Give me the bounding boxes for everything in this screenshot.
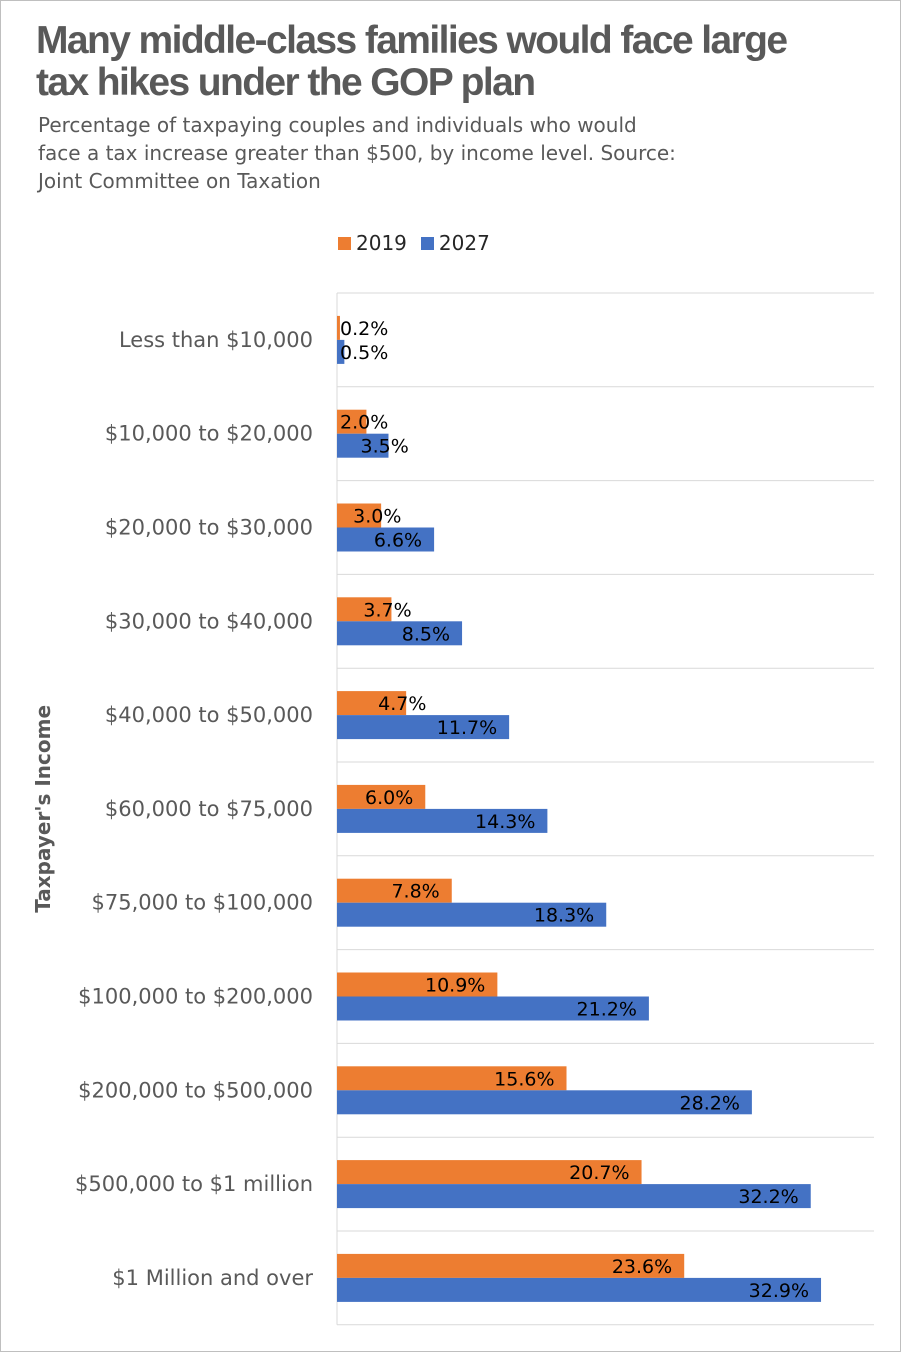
data-label-2027: 28.2% [680,1092,740,1114]
data-label-2027: 6.6% [374,530,422,552]
y-axis-title: Taxpayer's Income [31,705,55,913]
data-label-2027: 0.5% [340,342,388,364]
category-label: $30,000 to $40,000 [105,609,313,633]
category-label: $200,000 to $500,000 [78,1078,313,1102]
data-label-2027: 8.5% [402,623,450,645]
data-label-2027: 32.9% [749,1280,809,1302]
category-label: $20,000 to $30,000 [105,516,313,540]
category-label: $10,000 to $20,000 [105,422,313,446]
data-label-2027: 21.2% [577,999,637,1021]
category-label: $500,000 to $1 million [75,1172,313,1196]
category-label: Less than $10,000 [119,328,313,352]
data-label-2019: 15.6% [494,1068,554,1090]
category-label: $100,000 to $200,000 [78,985,313,1009]
data-label-2019: 6.0% [365,787,413,809]
category-label: $60,000 to $75,000 [105,797,313,821]
data-label-2019: 7.8% [391,881,439,903]
data-label-2019: 20.7% [569,1162,629,1184]
data-label-2027: 14.3% [475,811,535,833]
data-label-2027: 3.5% [360,436,408,458]
data-label-2019: 10.9% [425,975,485,997]
category-label: $1 Million and over [112,1266,313,1290]
bar-chart: Taxpayer's Income Less than $10,000 0.2%0.… [0,0,901,1352]
data-label-2027: 32.2% [738,1186,798,1208]
data-label-2027: 18.3% [534,905,594,927]
data-label-2019: 2.0% [340,412,388,434]
category-label: $40,000 to $50,000 [105,703,313,727]
data-label-2019: 3.7% [363,599,411,621]
data-label-2027: 11.7% [437,717,497,739]
data-label-2019: 4.7% [378,693,426,715]
data-label-2019: 23.6% [612,1256,672,1278]
data-label-2019: 0.2% [340,318,388,340]
category-label: $75,000 to $100,000 [92,891,313,915]
data-label-2019: 3.0% [353,506,401,528]
